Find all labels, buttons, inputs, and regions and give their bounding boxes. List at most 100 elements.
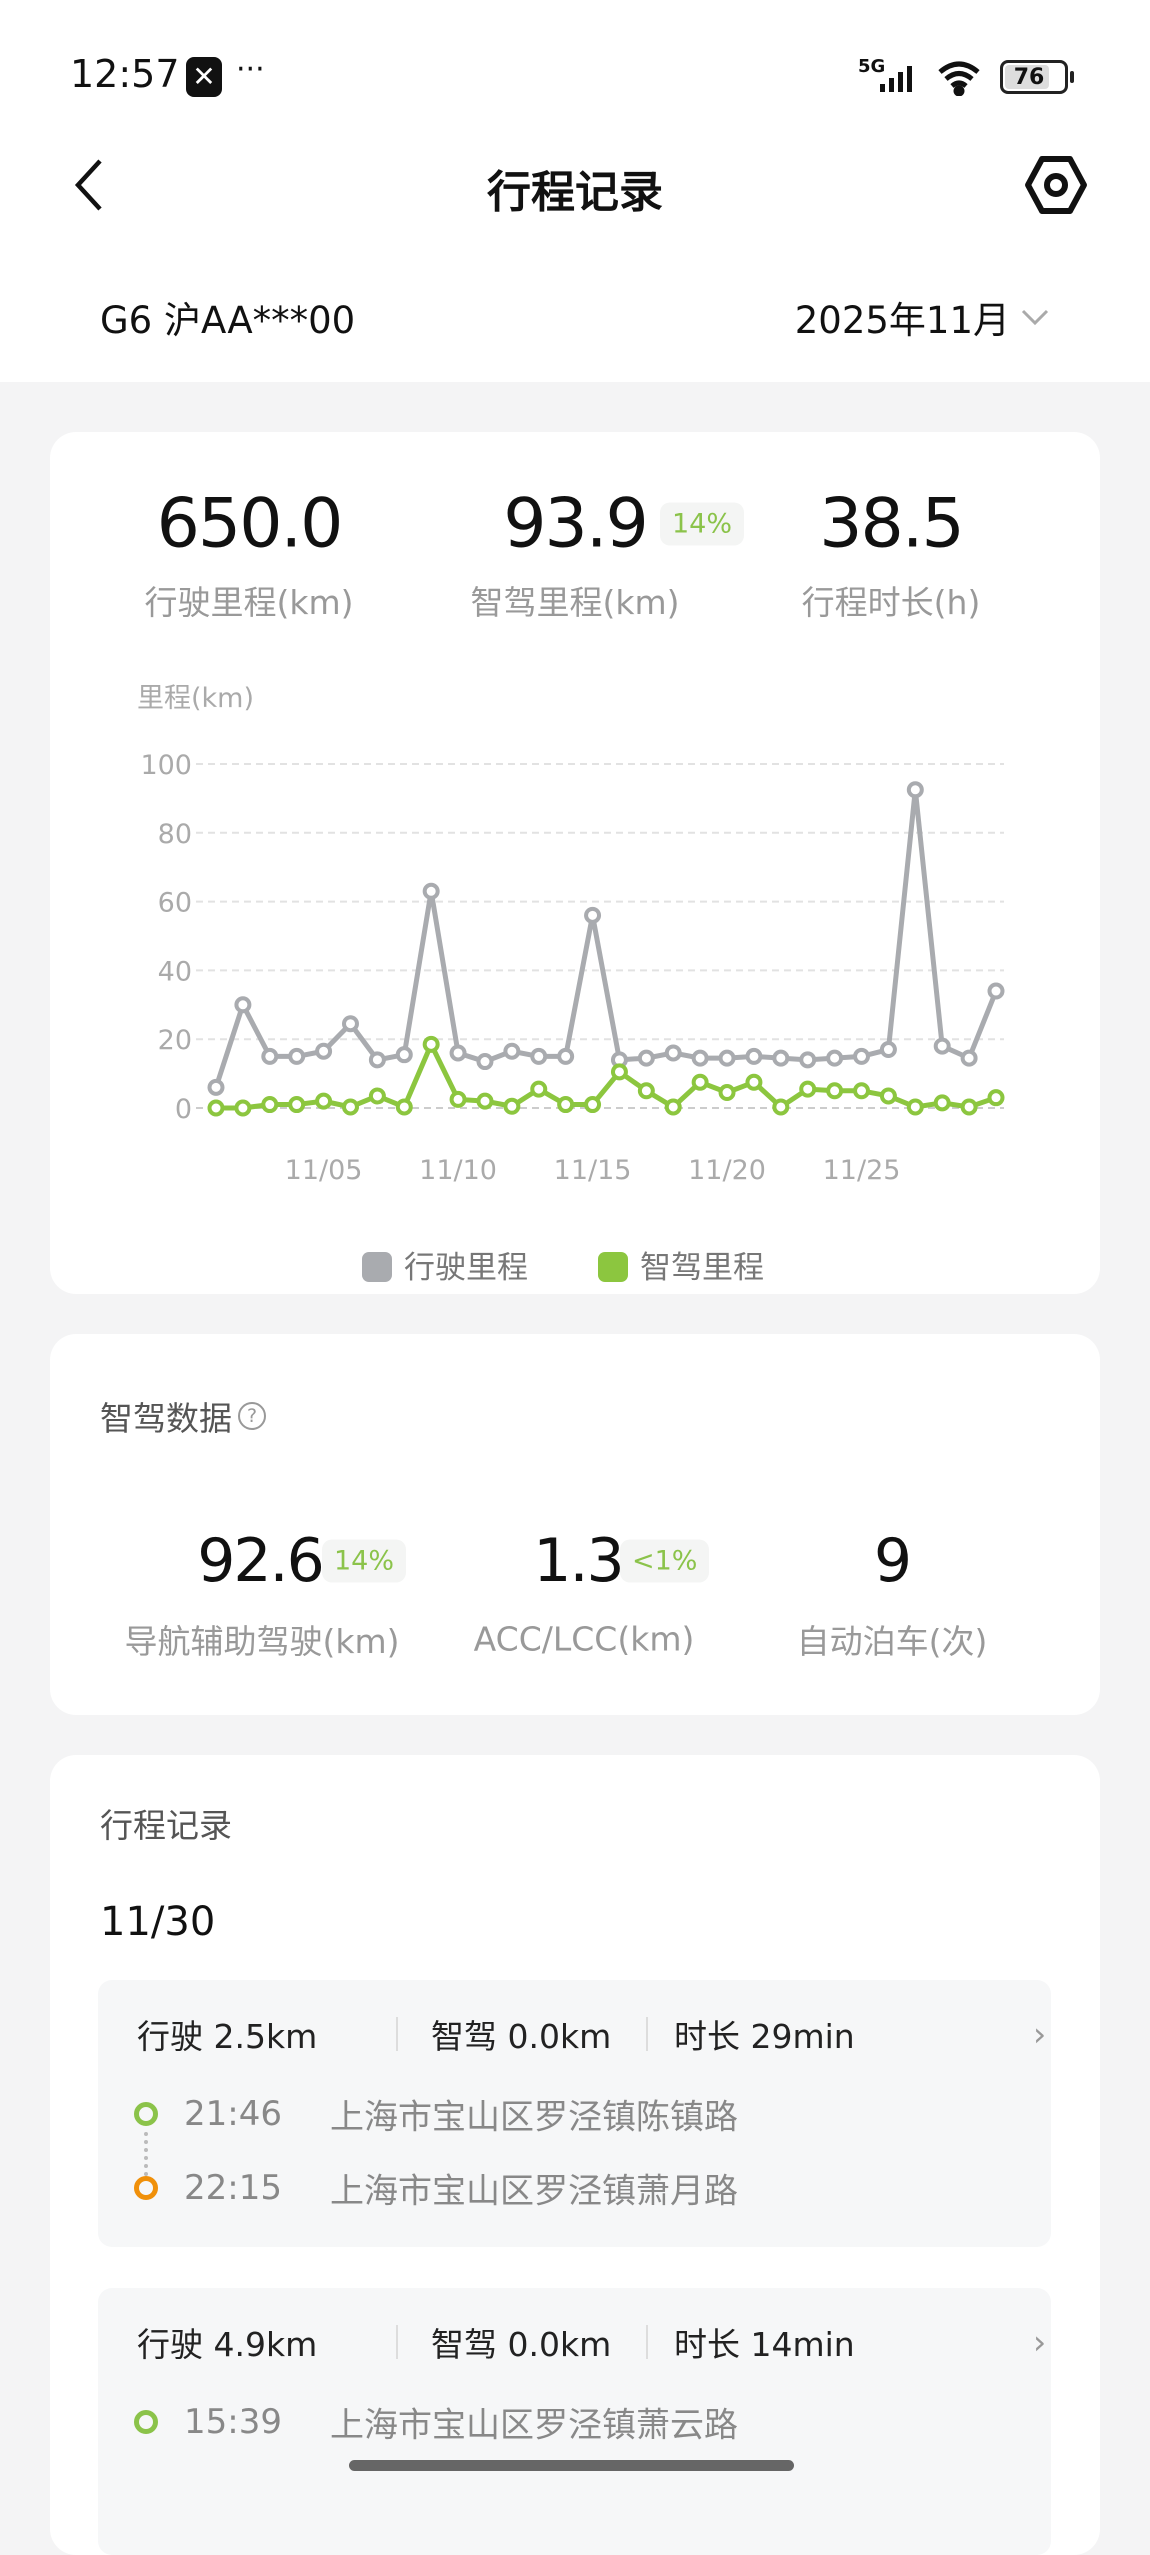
data-point [772, 1049, 790, 1067]
nav-assist-value: 92.6 [197, 1526, 325, 1596]
data-point [422, 882, 440, 900]
data-point [960, 1098, 978, 1116]
data-point [395, 1046, 413, 1064]
trip-drive-distance: 行驶 2.5km [137, 2017, 318, 2056]
vehicle-selector[interactable]: G6 沪AA***00 [100, 299, 356, 342]
trip-duration: 时长 14min [674, 2325, 855, 2364]
data-point [691, 1073, 709, 1091]
data-point [368, 1051, 386, 1069]
nav-assist-badge: 14% [322, 1539, 407, 1583]
data-point [261, 1096, 279, 1114]
smart-distance-value: 93.9 [503, 484, 648, 564]
data-point [530, 1047, 548, 1065]
data-point [234, 1099, 252, 1117]
data-point [637, 1082, 655, 1100]
month-label: 2025年11月 [794, 299, 1010, 342]
trip-item[interactable]: 行驶 2.5km 智驾 0.0km 时长 29min › 21:46 上海市宝山… [98, 1980, 1051, 2247]
chevron-left-icon [74, 159, 102, 211]
data-point [341, 1098, 359, 1116]
trip-duration-label: 行程时长(h) [801, 583, 981, 622]
wifi-icon [936, 58, 982, 97]
smart-drive-card: 智驾数据 ? 92.6 14% 导航辅助驾驶(km) 1.3 <1% ACC/L… [50, 1334, 1100, 1715]
settings-button[interactable] [1024, 153, 1088, 217]
trip-drive-distance: 行驶 4.9km [137, 2325, 318, 2364]
data-point [691, 1049, 709, 1067]
chevron-down-icon [1021, 309, 1049, 326]
trip-duration-value: 38.5 [819, 484, 964, 564]
chevron-right-icon[interactable]: › [1033, 2322, 1047, 2362]
hexagon-gear-icon [1025, 156, 1087, 214]
trip-smart-distance: 智驾 0.0km [431, 2325, 612, 2364]
month-selector[interactable]: 2025年11月 [795, 290, 1050, 344]
divider [646, 2017, 648, 2051]
smart-distance-label: 智驾里程(km) [470, 583, 680, 622]
data-point [341, 1015, 359, 1033]
data-point [503, 1097, 521, 1115]
series-line-1 [213, 787, 999, 1089]
y-tick-label: 40 [158, 956, 192, 987]
trip-item[interactable]: 行驶 4.9km 智驾 0.0km 时长 14min › 15:39 上海市宝山… [98, 2288, 1051, 2555]
acc-lcc-label: ACC/LCC(km) [473, 1619, 695, 1659]
data-point [664, 1098, 682, 1116]
data-point [664, 1044, 682, 1062]
end-point-icon [134, 2176, 158, 2200]
data-point [207, 1099, 225, 1117]
end-time: 22:15 [184, 2168, 282, 2208]
data-point [476, 1053, 494, 1071]
data-point [610, 1063, 628, 1081]
app-notification-icon: ✕ [186, 57, 222, 97]
y-axis-label: 里程(km) [137, 683, 254, 714]
battery-icon: 76 [1000, 60, 1074, 94]
data-point [853, 1082, 871, 1100]
divider [396, 2325, 398, 2359]
x-tick-label: 11/15 [554, 1155, 632, 1186]
trip-duration: 时长 29min [674, 2017, 855, 2056]
start-point-icon [134, 2102, 158, 2126]
total-distance-value: 650.0 [156, 484, 344, 564]
data-point [288, 1047, 306, 1065]
trip-records-title: 行程记录 [100, 1806, 232, 1845]
summary-card: 650.0 行驶里程(km) 93.9 14% 智驾里程(km) 38.5 行程… [50, 432, 1100, 1294]
auto-parking-label: 自动泊车(次) [796, 1622, 988, 1661]
data-point [879, 1041, 897, 1059]
acc-lcc-badge: <1% [620, 1539, 710, 1583]
data-point [395, 1098, 413, 1116]
y-tick-label: 0 [175, 1094, 192, 1125]
data-point [584, 1096, 602, 1114]
home-indicator[interactable] [349, 2460, 794, 2471]
data-point [826, 1049, 844, 1067]
data-point [288, 1096, 306, 1114]
start-address: 上海市宝山区罗泾镇萧云路 [330, 2405, 738, 2446]
smart-distance-badge: 14% [660, 502, 745, 546]
back-button[interactable] [66, 155, 116, 215]
data-point [826, 1082, 844, 1100]
page-title: 行程记录 [487, 167, 663, 218]
data-point [557, 1047, 575, 1065]
y-tick-label: 100 [140, 750, 192, 781]
mileage-chart[interactable]: 里程(km) 100 80 60 40 20 0 11/05 11/10 11/15 11/20 11… [50, 652, 1100, 1292]
data-point [987, 982, 1005, 1000]
start-time: 15:39 [184, 2402, 282, 2442]
question-circle-icon[interactable]: ? [238, 1402, 266, 1430]
divider [646, 2325, 648, 2359]
y-tick-label: 20 [158, 1025, 192, 1056]
data-point [637, 1049, 655, 1067]
trip-records-card: 行程记录 11/30 行驶 2.5km 智驾 0.0km 时长 29min › … [50, 1755, 1100, 2555]
data-point [718, 1084, 736, 1102]
data-point [449, 1090, 467, 1108]
chevron-right-icon[interactable]: › [1033, 2014, 1047, 2054]
signal-icon [878, 62, 924, 92]
more-notifications: ··· [236, 52, 265, 87]
x-tick-label: 11/05 [285, 1155, 363, 1186]
data-point [234, 996, 252, 1014]
data-point [772, 1098, 790, 1116]
total-distance-label: 行驶里程(km) [144, 583, 354, 622]
data-point [315, 1042, 333, 1060]
legend-swatch [362, 1252, 392, 1282]
data-point [960, 1049, 978, 1067]
x-tick-label: 11/20 [688, 1155, 766, 1186]
data-point [530, 1080, 548, 1098]
data-point [879, 1087, 897, 1105]
start-time: 21:46 [184, 2094, 282, 2134]
data-point [368, 1087, 386, 1105]
